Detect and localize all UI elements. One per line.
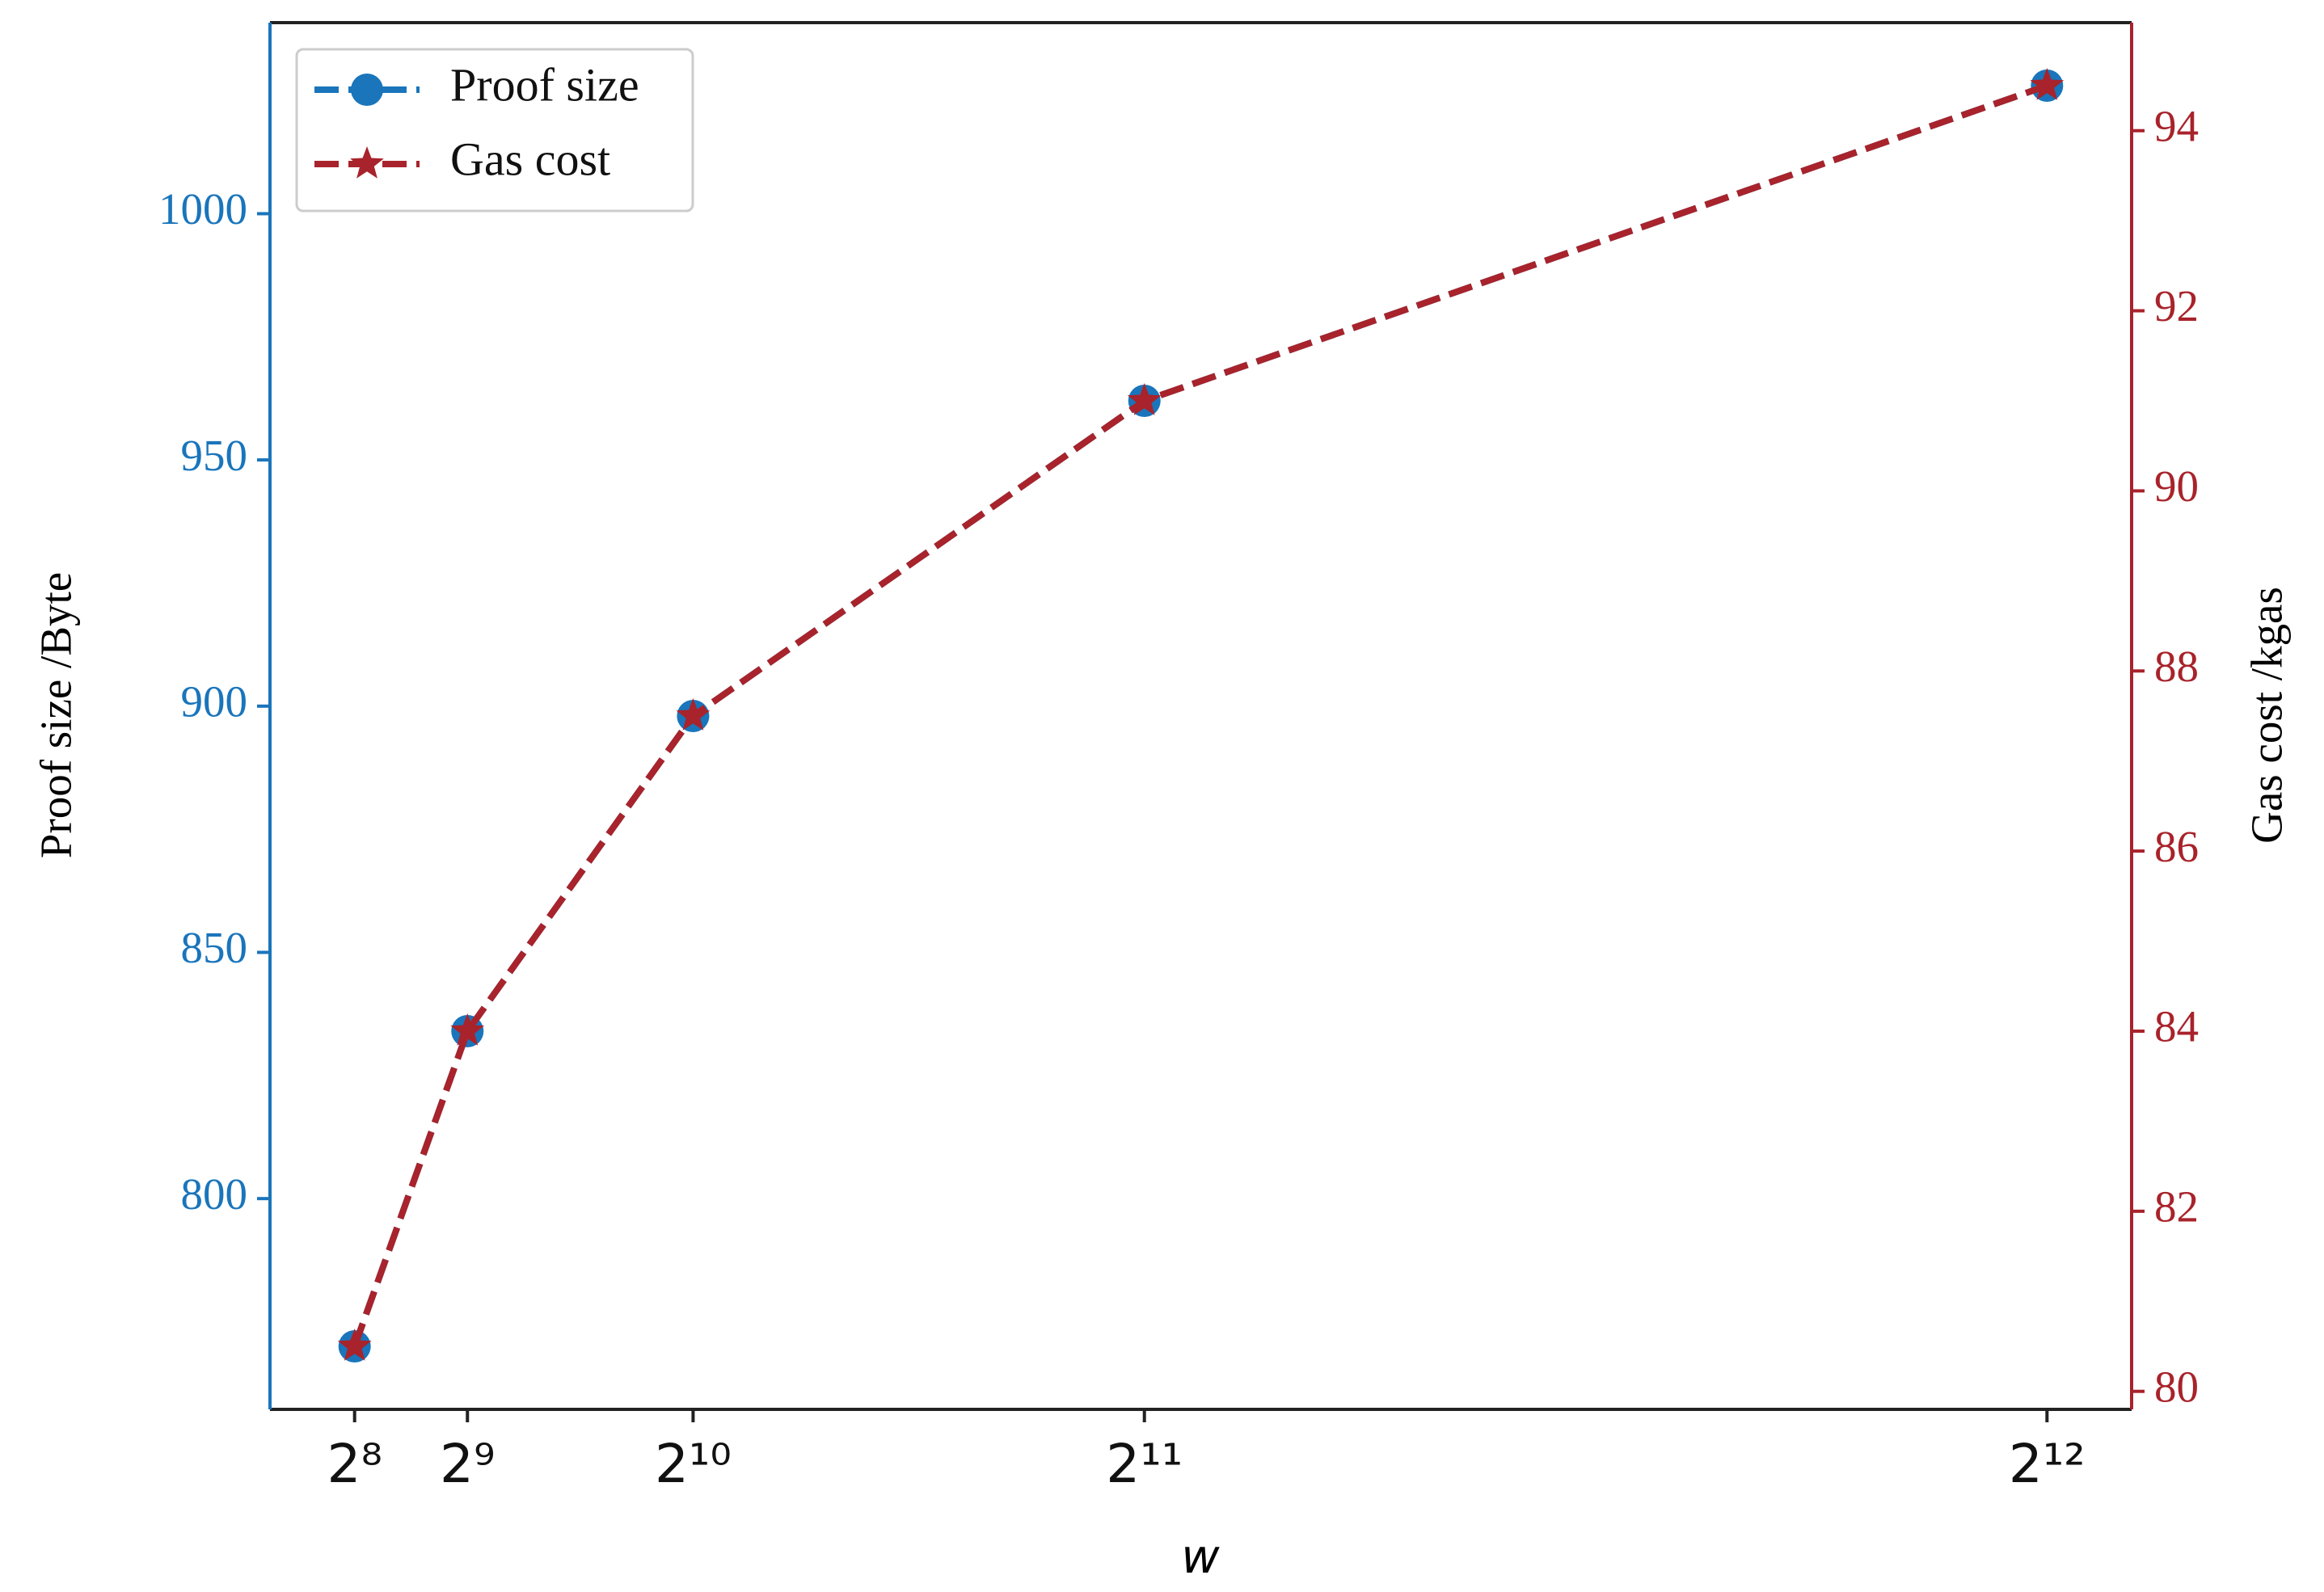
x-tick-label: 2¹⁰ [655,1433,732,1495]
y2-axis-label: Gas cost /kgas [2242,587,2292,844]
x-tick-label: 2¹² [2009,1433,2086,1495]
y-tick-label: 950 [181,431,248,480]
series-line [351,82,2048,1348]
marker [450,1013,485,1046]
marker [351,74,383,106]
marker [676,698,711,731]
y2-tick-label: 84 [2154,1002,2199,1051]
legend-label: Gas cost [450,133,610,185]
y-tick-label: 800 [181,1169,248,1219]
marker [1127,383,1162,415]
y2-tick-label: 88 [2154,642,2199,691]
legend-label: Proof size [450,58,639,111]
y-tick-label: 900 [181,676,248,726]
x-tick-label: 2⁸ [327,1433,382,1495]
y2-tick-label: 86 [2154,822,2199,871]
y-axis-label: Proof size /Byte [32,572,81,858]
y-tick-label: 850 [181,923,248,972]
x-axis-label: w [1181,1529,1220,1584]
marker [337,1329,372,1361]
y2-tick-label: 82 [2154,1181,2199,1231]
marker [2030,68,2065,100]
y2-tick-label: 94 [2154,101,2199,150]
y2-tick-label: 90 [2154,461,2199,511]
marker [350,146,384,179]
x-tick-label: 2⁹ [440,1433,495,1495]
y-tick-label: 1000 [158,184,247,234]
series-line [351,82,2048,1348]
y2-tick-label: 80 [2154,1362,2199,1411]
x-tick-label: 2¹¹ [1106,1433,1183,1495]
y2-tick-label: 92 [2154,281,2199,331]
